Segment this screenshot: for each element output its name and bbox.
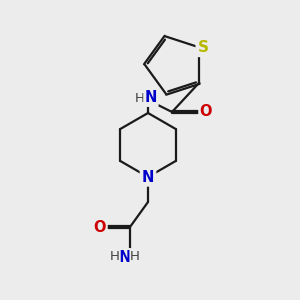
Text: H: H xyxy=(135,92,145,104)
Text: S: S xyxy=(198,40,209,55)
Text: N: N xyxy=(145,91,157,106)
Text: O: O xyxy=(200,104,212,119)
Text: H: H xyxy=(130,250,140,263)
Text: N: N xyxy=(119,250,131,265)
Text: N: N xyxy=(142,169,154,184)
Text: O: O xyxy=(94,220,106,235)
Text: H: H xyxy=(110,250,120,263)
